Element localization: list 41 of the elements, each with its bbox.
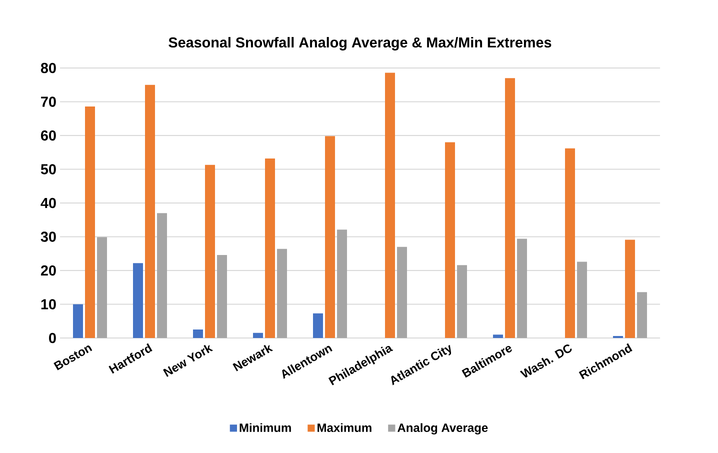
bar <box>205 164 216 338</box>
bar <box>97 237 107 338</box>
bar <box>565 148 576 338</box>
bar <box>193 330 204 338</box>
legend-label: Analog Average <box>398 423 488 434</box>
bar <box>445 142 456 338</box>
bar <box>277 248 288 338</box>
bar <box>73 304 83 338</box>
legend-label: Maximum <box>318 423 372 432</box>
bar <box>325 136 336 338</box>
bar <box>217 254 228 338</box>
bar <box>397 246 408 338</box>
y-tick-label: 70 <box>41 96 56 107</box>
y-tick-label: 50 <box>40 164 56 174</box>
bar <box>637 292 648 338</box>
y-tick-label: 40 <box>40 198 56 208</box>
bar <box>505 78 516 338</box>
y-tick-label: 30 <box>40 232 56 242</box>
bar <box>133 263 144 338</box>
bar <box>85 106 96 338</box>
y-tick-label: 10 <box>41 299 56 310</box>
bar <box>517 238 528 338</box>
bar <box>625 240 636 338</box>
bar <box>265 158 276 338</box>
bar <box>313 313 324 338</box>
y-tick-label: 0 <box>49 332 56 344</box>
y-tick-label: 60 <box>40 130 56 141</box>
y-tick-label: 80 <box>40 62 56 74</box>
x-tick-label: New York <box>163 344 214 377</box>
bar <box>253 332 264 338</box>
bar <box>577 262 588 338</box>
legend-label: Minimum <box>240 423 291 432</box>
bar <box>457 265 468 338</box>
y-tick-label: 20 <box>40 265 56 276</box>
chart-title: Seasonal Snowfall Analog Average & Max/Min Extremes <box>168 36 552 50</box>
bar <box>145 84 156 338</box>
bar <box>337 230 348 338</box>
bar <box>385 72 396 338</box>
x-tick-label: Wash. DC <box>520 344 572 378</box>
bar <box>493 334 504 338</box>
bar <box>157 213 168 338</box>
